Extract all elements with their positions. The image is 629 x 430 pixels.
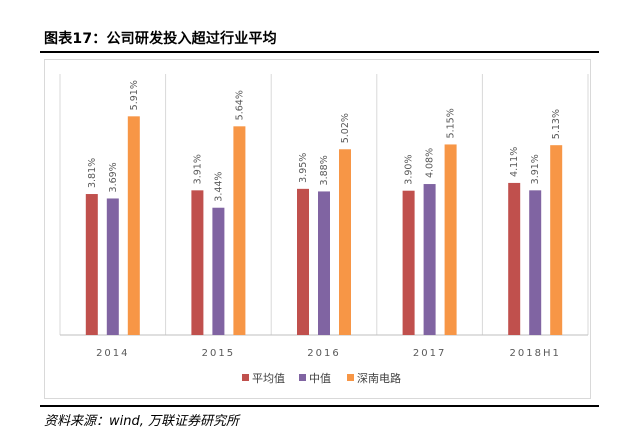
legend-label: 平均值 [252,372,285,385]
chart-frame [44,59,591,399]
data-label: 3.44% [213,172,224,202]
data-label: 5.91% [129,80,140,110]
data-label: 3.95% [298,153,309,183]
legend-swatch-平均值 [242,374,249,381]
bar-深南电路-2014 [127,116,140,335]
data-label: 4.11% [509,147,520,177]
data-label: 5.02% [340,113,351,143]
data-label: 5.13% [551,109,562,139]
data-label: 5.64% [234,90,245,120]
bar-中值-2017 [423,184,436,335]
data-label: 4.08% [425,148,436,178]
data-label: 3.91% [192,154,203,184]
data-label: 3.81% [87,158,98,188]
bar-平均值-2016 [297,188,309,335]
x-tick-label: 2014 [96,348,129,359]
data-label: 3.90% [404,155,415,185]
bar-中值-2016 [318,191,330,335]
bar-中值-2015 [212,207,225,335]
legend-swatch-中值 [299,374,306,381]
bar-中值-2014 [106,198,119,335]
data-label: 5.15% [446,108,457,138]
bar-深南电路-2015 [233,126,246,335]
x-tick-label: 2015 [202,348,235,359]
source-note: 资料来源：wind, 万联证券研究所 [44,414,240,429]
legend-swatch-深南电路 [347,374,354,381]
legend-label: 中值 [309,372,331,385]
bar-深南电路-2018H1 [550,145,563,335]
legend-label: 深南电路 [357,372,401,385]
bar-深南电路-2016 [339,149,351,335]
bottom-rule [40,405,599,407]
data-label: 3.91% [530,154,541,184]
bar-中值-2018H1 [529,190,542,335]
bar-深南电路-2017 [444,144,457,335]
bar-平均值-2018H1 [508,182,521,335]
bar-平均值-2015 [191,190,204,335]
bar-平均值-2017 [402,190,415,335]
bar-平均值-2014 [85,194,98,335]
chart-title: 图表17：公司研发投入超过行业平均 [44,31,277,47]
x-tick-label: 2016 [307,348,340,359]
x-tick-label: 2017 [413,348,446,359]
x-tick-label: 2018H1 [510,348,561,359]
top-rule [40,51,599,53]
data-label: 3.69% [108,162,119,192]
data-label: 3.88% [319,155,330,185]
